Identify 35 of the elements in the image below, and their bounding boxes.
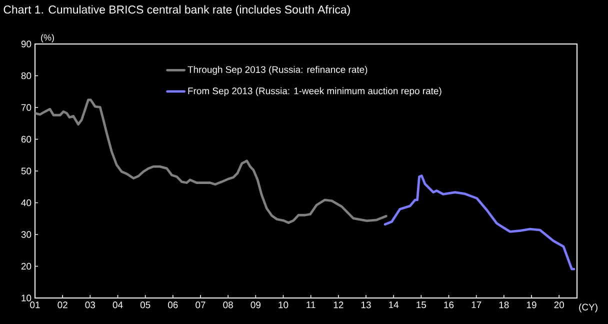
x-tick-label: 02: [58, 302, 68, 308]
legend-label: From Sep 2013 (Russia: 1-week minimum auction repo rate): [188, 87, 442, 96]
x-tick-label: 20: [554, 302, 564, 308]
y-axis-title: (%): [41, 34, 54, 42]
line-series: [384, 174, 576, 270]
x-tick-label: 12: [334, 302, 344, 308]
legend-label: Through Sep 2013 (Russia: refinance rate): [188, 66, 368, 75]
x-tick-label: 07: [196, 302, 206, 308]
x-tick-label: 09: [250, 302, 260, 308]
x-tick-label: 03: [85, 302, 96, 308]
x-tick-label: 16: [444, 302, 454, 308]
chart-title: Chart 1. Cumulative BRICS central bank rate (includes South Africa): [4, 5, 350, 16]
x-tick-label: 13: [361, 302, 371, 308]
y-tick-label: 10: [22, 294, 32, 302]
x-tick-label: 10: [278, 302, 288, 308]
x-tick-label: 17: [472, 302, 482, 308]
x-tick-label: 08: [223, 302, 233, 308]
x-tick-label: 15: [416, 302, 426, 308]
x-tick-label: 19: [526, 302, 536, 308]
y-tick-label: 50: [21, 168, 32, 174]
x-tick-label: 05: [140, 302, 150, 308]
x-tick-label: 06: [168, 302, 178, 308]
y-tick-label: 60: [21, 136, 32, 143]
x-tick-label: 11: [306, 302, 316, 308]
y-tick-label: 80: [21, 72, 32, 80]
y-tick-label: 30: [21, 231, 32, 238]
x-tick-label: 04: [112, 302, 123, 308]
y-tick-label: 20: [21, 262, 32, 270]
y-tick-label: 70: [21, 104, 32, 111]
x-tick-label: 18: [499, 302, 509, 308]
y-tick-label: 40: [21, 199, 32, 206]
y-tick-label: 90: [21, 40, 32, 48]
x-tick-label: 01: [30, 302, 40, 308]
x-tick-label: 14: [389, 302, 399, 308]
x-axis-title: (CY): [579, 304, 598, 312]
